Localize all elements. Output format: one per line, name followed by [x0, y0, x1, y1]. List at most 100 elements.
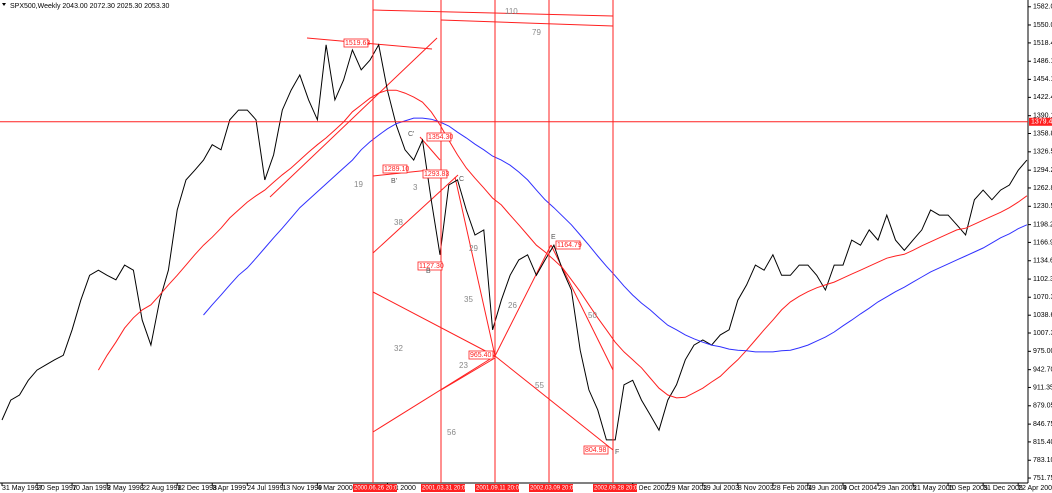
price-tag [1029, 117, 1052, 126]
price-label-box [422, 169, 448, 179]
price-label: 804.98 [585, 447, 607, 454]
price-label-box [583, 445, 609, 455]
date-tag [593, 484, 637, 492]
y-tick-label: 783.10 [1033, 457, 1052, 464]
ratio-label: 26 [508, 301, 517, 310]
ratio-label: 29 [469, 244, 478, 253]
price-label-box [468, 350, 494, 360]
y-tick-label: 1166.90 [1033, 239, 1052, 246]
wave-label: F [615, 449, 619, 456]
x-tick-label: 4 Mar 2000 [317, 485, 353, 492]
x-tick-label: 10 Sep 2005 [948, 485, 988, 492]
date-tag-label: 2002.09.28 20:00 [594, 486, 641, 492]
x-tick-label: 29 Jan 2005 [878, 485, 917, 492]
ratio-label: 50 [588, 311, 597, 320]
date-tag [529, 484, 573, 492]
x-tick-label: 24 Jul 1999 [247, 485, 283, 492]
y-tick-label: 815.40 [1033, 439, 1052, 446]
y-tick-label: 1518.40 [1033, 40, 1052, 47]
series-line [203, 117, 1028, 353]
y-tick-label: 1262.85 [1033, 185, 1052, 192]
series-line [97, 89, 1028, 399]
x-tick-label: 12 Dec 1998 [177, 485, 217, 492]
y-tick-label: 1358.80 [1033, 130, 1052, 137]
price-label-box [417, 261, 443, 271]
x-tick-label: 7 Dec 2002 [633, 485, 669, 492]
x-tick-label: 13 Nov 1999 [282, 485, 322, 492]
date-tag [353, 484, 397, 492]
price-label: 965.40 [470, 352, 492, 359]
x-tick-label: Oct 2000 [387, 485, 416, 492]
wave-label: B [426, 268, 431, 275]
ratio-label: 79 [532, 28, 541, 37]
trendlines [269, 9, 614, 451]
ratio-label: 3 [413, 183, 418, 192]
ratio-label: 35 [464, 295, 473, 304]
ratio-label: 55 [535, 381, 544, 390]
y-tick-label: 1422.45 [1033, 94, 1052, 101]
wave-label: E [551, 234, 556, 241]
y-tick-label: 942.70 [1033, 367, 1052, 374]
ratio-label: 23 [459, 361, 468, 370]
price-label-box [382, 164, 408, 174]
date-tag-label: 2002.03.09 20:00 [530, 486, 577, 492]
price-label: 1519.63 [345, 40, 370, 47]
price-label: 1354.30 [428, 134, 453, 141]
x-tick-label: 22 Aug 1998 [142, 485, 181, 492]
y-tick-label: 1102.30 [1033, 276, 1052, 283]
x-tick-label: 20 Sep 1997 [37, 485, 77, 492]
chart-title: SPX500,Weekly 2043.00 2072.30 2025.30 20… [10, 3, 170, 10]
y-tick-label: 1038.65 [1033, 312, 1052, 319]
date-tag [421, 484, 465, 492]
menu-arrow[interactable] [2, 3, 6, 6]
y-tick-label: 751.75 [1033, 475, 1052, 482]
ratio-label: 110 [505, 7, 518, 16]
x-tick-label: 19 Jul 2003 [703, 485, 739, 492]
ratio-label: 56 [447, 428, 456, 437]
wave-label: B' [391, 178, 397, 185]
x-tick-label: 19 Jun 2004 [808, 485, 847, 492]
x-tick-label: 31 Dec 2005 [983, 485, 1023, 492]
y-tick-label: 1007.30 [1033, 330, 1052, 337]
x-tick-label: 21 May 2005 [913, 485, 954, 492]
x-tick-label: 29 Mar 2003 [668, 485, 707, 492]
x-tick-label: 28 Feb 2004 [773, 485, 812, 492]
price-label-box [555, 240, 581, 250]
price-label: 1127.30 [419, 263, 444, 270]
wave-label: C' [408, 131, 414, 138]
y-tick-label: 1294.20 [1033, 167, 1052, 174]
price-label: 1293.83 [424, 171, 449, 178]
y-tick-label: 846.75 [1033, 421, 1052, 428]
y-tick-label: 1134.60 [1033, 258, 1052, 265]
y-tick-label: 879.05 [1033, 403, 1052, 410]
y-tick-label: 975.00 [1033, 348, 1052, 355]
ratio-label: 32 [394, 344, 403, 353]
date-tag-label: 2000.06.26 20:00 [354, 486, 401, 492]
date-tag [475, 484, 519, 492]
price-label-box [426, 132, 452, 142]
y-tick-label: 1486.10 [1033, 58, 1052, 65]
date-tag-label: 2001.09.11 20:00 [476, 486, 523, 492]
y-tick-label: 1230.55 [1033, 203, 1052, 210]
y-tick-label: 1582.05 [1033, 4, 1052, 11]
series-line [1, 43, 1028, 441]
price-label-box [343, 38, 369, 48]
y-tick-label: 1198.25 [1033, 221, 1052, 228]
price-tag-label: 1379.44 [1031, 119, 1052, 126]
x-tick-label: 9 Oct 2004 [843, 485, 877, 492]
x-tick-label: 8 Nov 2003 [738, 485, 774, 492]
y-tick-label: 1454.15 [1033, 76, 1052, 83]
date-tag-label: 2001.03.31 20:00 [422, 486, 469, 492]
ratio-label: 38 [394, 218, 403, 227]
x-tick-label: 3 Apr 1999 [212, 485, 246, 492]
y-tick-label: 1070.30 [1033, 294, 1052, 301]
x-tick-label: 31 May 1997 [2, 485, 43, 492]
y-tick-label: 1550.00 [1033, 22, 1052, 29]
ratio-label: 19 [354, 180, 363, 189]
y-tick-label: 1326.50 [1033, 149, 1052, 156]
y-tick-label: 1390.15 [1033, 113, 1052, 120]
y-tick-label: 911.35 [1033, 384, 1052, 391]
price-label: 1289.10 [384, 166, 409, 173]
